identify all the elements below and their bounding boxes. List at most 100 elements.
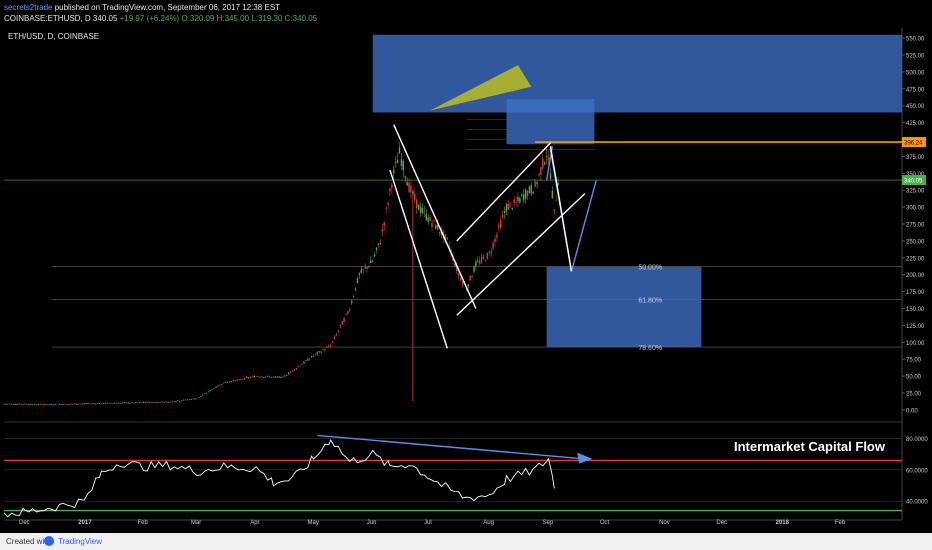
x-tick-label: Apr xyxy=(250,520,259,526)
candle-body xyxy=(186,399,189,401)
candle-body xyxy=(119,402,122,404)
candle-body xyxy=(219,384,221,386)
author-link[interactable]: secrets2trade xyxy=(4,3,53,12)
chart-area[interactable]: ETH/USD, D, COINBASE 550.00 525.00 500.00 47… xyxy=(0,28,932,534)
candle-body xyxy=(41,404,43,406)
candle-body xyxy=(330,345,332,347)
falling-channel-lower-line xyxy=(389,169,448,349)
candle-body xyxy=(421,207,424,214)
price-chart-svg[interactable]: ETH/USD, D, COINBASE 550.00 525.00 500.00 47… xyxy=(0,28,932,534)
candle-body xyxy=(519,198,521,203)
candle-body xyxy=(192,398,194,400)
candle-body xyxy=(72,403,74,405)
y-tick-label: 225.00 xyxy=(906,256,925,262)
candle-body xyxy=(339,325,341,327)
candle-body xyxy=(408,182,410,192)
candle-body xyxy=(31,403,34,405)
chart-title: ETH/USD, D, COINBASE xyxy=(8,32,99,41)
fib-label: 61.80% xyxy=(638,298,662,305)
candle-body xyxy=(389,188,391,192)
candle-body xyxy=(316,352,319,355)
candle-body xyxy=(95,403,97,405)
candle-body xyxy=(406,181,408,186)
candle-body xyxy=(471,276,473,277)
price-change: +19.97 (+6.24%) xyxy=(119,14,180,23)
fib-label: 78.60% xyxy=(638,345,662,352)
candle-body xyxy=(287,372,290,375)
wedge-shape xyxy=(430,65,532,111)
candle-body xyxy=(341,321,343,325)
candle-body xyxy=(203,393,206,395)
candle-body xyxy=(503,211,506,213)
y-tick-label: 350.00 xyxy=(906,172,925,178)
candle-body xyxy=(551,190,554,199)
y-tick-label: 50.00 xyxy=(906,375,922,381)
candle-body xyxy=(142,401,145,403)
candle-body xyxy=(91,403,93,405)
candle-body xyxy=(263,377,265,378)
candle-body xyxy=(224,381,227,383)
rising-channel-lower-line xyxy=(456,193,586,316)
candle-body xyxy=(179,400,181,402)
tradingview-brand[interactable]: TradingView xyxy=(58,537,103,546)
candle-body xyxy=(251,376,254,378)
candle-body xyxy=(517,197,519,202)
candle-body xyxy=(129,402,131,404)
candle-body xyxy=(16,403,19,405)
candle-body xyxy=(211,389,213,391)
candle-body xyxy=(47,404,49,406)
candle-body xyxy=(54,404,57,405)
candle-body xyxy=(64,403,66,405)
candle-body xyxy=(410,185,412,193)
zone-rect xyxy=(506,98,595,145)
candle-body xyxy=(555,200,557,202)
candle-body xyxy=(479,260,481,264)
candle-body xyxy=(110,403,112,404)
y-tick-label: 475.00 xyxy=(906,87,925,93)
candle-body xyxy=(202,394,204,396)
candle-body xyxy=(536,182,538,185)
y-tick-label: 200.00 xyxy=(906,273,925,279)
y-tick-label: 125.00 xyxy=(906,324,925,330)
candle-body xyxy=(58,403,61,405)
candle-body xyxy=(459,278,462,281)
candle-body xyxy=(200,396,202,397)
candle-body xyxy=(303,361,305,364)
candle-body xyxy=(345,313,347,315)
candle-body xyxy=(545,155,548,158)
candle-body xyxy=(419,206,422,213)
candle-body xyxy=(314,353,317,355)
candle-body xyxy=(387,202,389,206)
x-tick-label: Feb xyxy=(137,520,148,526)
y-tick-label: 550.00 xyxy=(906,37,925,43)
candle-body xyxy=(217,385,219,387)
candle-body xyxy=(215,386,217,388)
candle-body xyxy=(505,204,508,212)
candle-body xyxy=(83,403,85,405)
candle-body xyxy=(412,191,414,195)
candle-body xyxy=(117,402,120,404)
y-tick-label: 300.00 xyxy=(906,206,925,212)
candle-body xyxy=(358,273,361,275)
candle-body xyxy=(152,402,154,404)
x-tick-label: Feb xyxy=(835,520,846,526)
candle-body xyxy=(354,287,357,291)
y-tick-label: 325.00 xyxy=(906,189,925,195)
candle-body xyxy=(444,234,447,239)
candle-body xyxy=(259,376,261,378)
candle-body xyxy=(373,254,376,257)
orange-price-tag xyxy=(902,137,926,148)
candle-body xyxy=(276,376,278,378)
indicator-label: Intermarket Capital Flow xyxy=(734,439,886,454)
candle-body xyxy=(364,267,366,269)
candle-body xyxy=(280,376,282,379)
candle-body xyxy=(299,365,301,367)
candle-body xyxy=(337,330,340,332)
candle-body xyxy=(106,402,108,404)
y-tick-label: 75.00 xyxy=(906,358,922,364)
candle-body xyxy=(169,401,171,403)
candle-body xyxy=(268,376,271,378)
candle-body xyxy=(26,404,28,405)
rising-channel-upper-line xyxy=(456,142,551,242)
candle-body xyxy=(522,194,525,201)
